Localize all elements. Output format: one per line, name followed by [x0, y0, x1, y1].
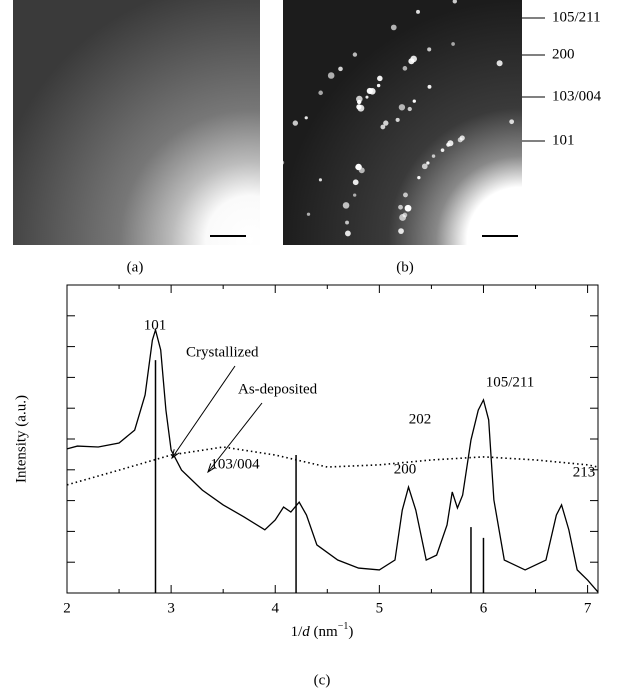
spot: [277, 166, 281, 170]
ring-label: 200: [552, 46, 575, 62]
x-label-part: 1/: [291, 624, 304, 640]
ring-label: 103/004: [552, 88, 602, 104]
spot: [353, 193, 357, 197]
spot: [356, 95, 363, 103]
spot: [398, 228, 404, 234]
spot: [327, 72, 335, 79]
spot: [270, 187, 276, 193]
spot: [417, 175, 421, 180]
spot: [398, 104, 406, 111]
spot: [426, 161, 430, 165]
spot: [357, 104, 365, 112]
spot: [304, 116, 308, 120]
x-label-part: d: [302, 624, 310, 640]
spot: [377, 75, 383, 82]
spot: [440, 148, 445, 152]
peak-label: 200: [394, 461, 417, 477]
spot: [395, 117, 400, 122]
x-label-part: −1: [338, 621, 349, 632]
peak-label: 202: [409, 411, 432, 427]
spot: [398, 204, 403, 210]
peak-label: 103/004: [210, 456, 260, 472]
spot: [403, 192, 408, 198]
spot: [292, 120, 299, 126]
ring-label: 105/211: [552, 9, 601, 25]
caption: (b): [396, 259, 414, 275]
spot: [412, 99, 416, 103]
spot: [509, 119, 515, 125]
spot: [369, 88, 376, 95]
caption: (c): [314, 672, 331, 688]
spot: [416, 9, 420, 14]
spot: [451, 42, 455, 46]
spot: [407, 106, 412, 112]
x-label-part: ): [348, 624, 353, 640]
spot: [365, 95, 369, 99]
spot: [376, 83, 381, 88]
spot: [427, 47, 432, 52]
series-line: [66, 327, 599, 593]
spot: [342, 202, 350, 209]
spot: [352, 52, 358, 57]
peak-label: 105/211: [486, 374, 535, 390]
arrow-head: [171, 449, 180, 460]
image-b-bg: [283, 0, 522, 245]
spot: [402, 212, 408, 218]
spot: [345, 220, 349, 225]
spot: [338, 66, 343, 72]
spot: [390, 24, 397, 31]
spot: [318, 90, 323, 96]
peak-label: 213: [573, 464, 596, 480]
x-tick-label: 3: [167, 600, 175, 616]
spot: [431, 154, 436, 158]
image-b: [269, 0, 522, 245]
annotation-arrow: [171, 365, 236, 459]
spot: [447, 140, 454, 147]
spot: [459, 135, 465, 141]
y-axis-label: Intensity (a.u.): [13, 395, 29, 483]
spot: [344, 230, 351, 237]
spot: [269, 217, 274, 222]
x-axis-label: 1/d (nm−1): [291, 621, 354, 640]
spot: [352, 179, 359, 186]
spot: [383, 120, 389, 126]
arrow-head: [207, 463, 216, 474]
x-tick-label: 4: [271, 600, 279, 616]
series-line: [66, 446, 599, 486]
x-label-part: (nm: [310, 624, 338, 640]
image-a: [13, 0, 260, 245]
x-tick-label: 2: [63, 600, 71, 616]
peak-label: 101: [144, 317, 167, 333]
ring-label: 101: [552, 132, 575, 148]
spot: [355, 165, 359, 169]
spot: [421, 163, 428, 170]
spot: [380, 124, 386, 130]
spot: [427, 84, 432, 89]
spot: [306, 212, 311, 216]
x-tick-label: 7: [584, 600, 592, 616]
x-tick-label: 5: [376, 600, 384, 616]
spot: [402, 66, 408, 71]
spot: [496, 60, 503, 67]
annotation-arrow: [207, 402, 263, 473]
spot: [283, 160, 285, 165]
spot: [318, 178, 322, 182]
x-tick-label: 6: [480, 600, 488, 616]
series-annotation: As-deposited: [238, 381, 318, 397]
series-annotation: Crystallized: [186, 344, 259, 360]
caption: (a): [127, 259, 144, 275]
spot: [452, 0, 457, 4]
spot: [408, 58, 415, 65]
spot: [404, 204, 412, 212]
